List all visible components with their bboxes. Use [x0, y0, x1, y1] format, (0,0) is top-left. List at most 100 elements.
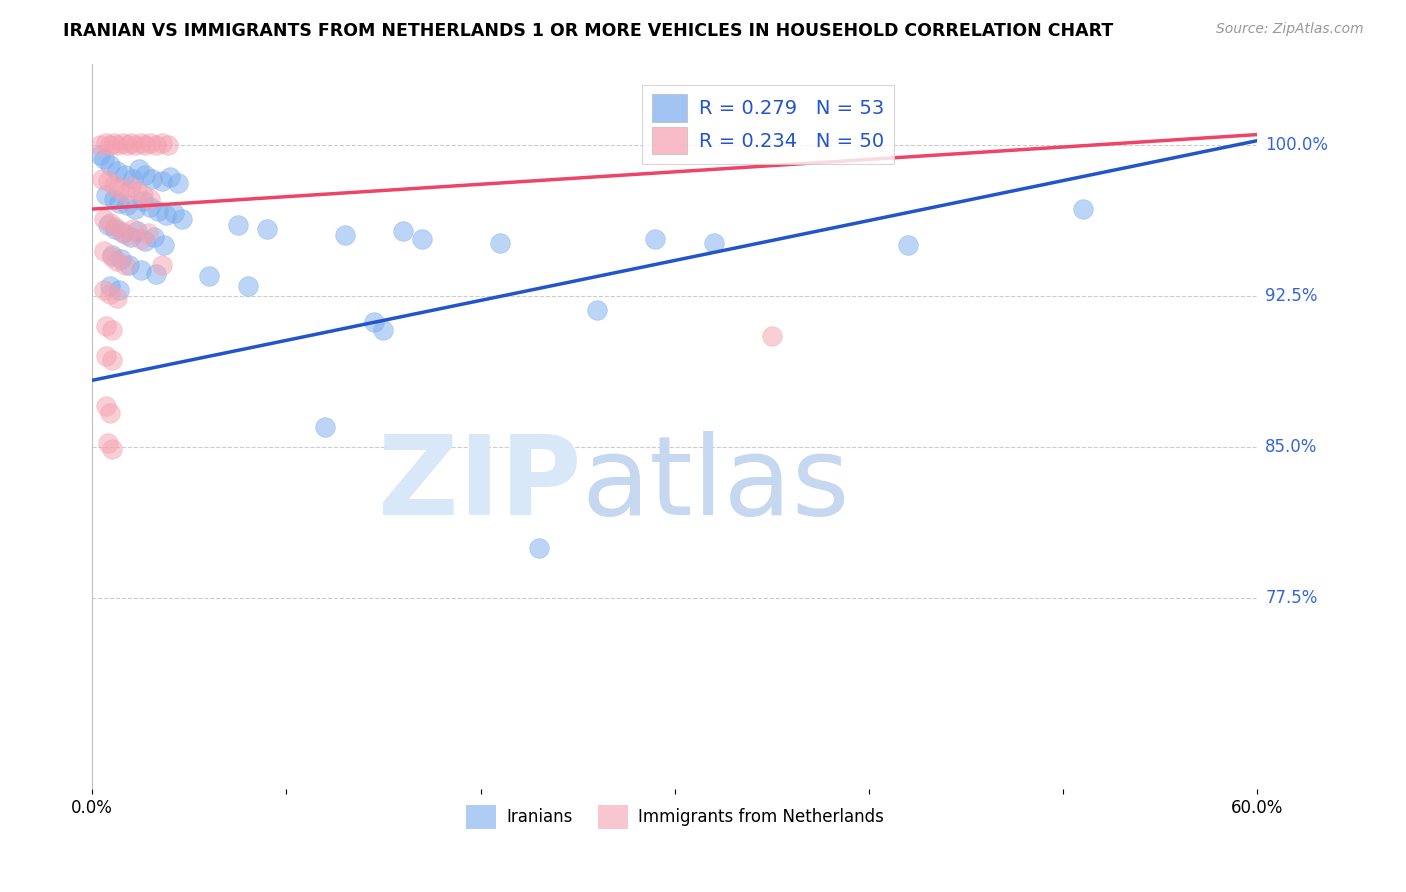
Point [363, 315, 385, 329]
Point [138, 227, 160, 241]
Point [897, 238, 920, 252]
Point [159, 169, 181, 184]
Point [392, 224, 415, 238]
Point [89, 147, 111, 161]
Point [125, 224, 148, 238]
Point [118, 259, 141, 273]
Point [256, 222, 278, 236]
Point [110, 224, 132, 238]
Point [150, 259, 173, 273]
Point [148, 204, 170, 219]
Point [115, 137, 138, 152]
Point [110, 252, 132, 267]
Point [93, 212, 115, 227]
Point [124, 137, 146, 152]
Point [134, 168, 156, 182]
Text: ZIP: ZIP [378, 431, 582, 538]
Point [489, 236, 512, 251]
Point [122, 222, 145, 236]
Point [170, 212, 193, 227]
Point [94, 349, 117, 363]
Point [114, 168, 136, 182]
Point [166, 176, 188, 190]
Point [94, 400, 117, 414]
Point [100, 442, 122, 456]
Point [97, 435, 120, 450]
Text: atlas: atlas [582, 431, 851, 538]
Point [411, 232, 433, 246]
Text: 92.5%: 92.5% [1265, 286, 1317, 305]
Point [115, 198, 138, 212]
Point [145, 137, 167, 152]
Point [226, 218, 249, 232]
Point [108, 196, 131, 211]
Text: IRANIAN VS IMMIGRANTS FROM NETHERLANDS 1 OR MORE VEHICLES IN HOUSEHOLD CORRELATI: IRANIAN VS IMMIGRANTS FROM NETHERLANDS 1… [63, 22, 1114, 40]
Point [100, 248, 122, 262]
Point [98, 137, 121, 152]
Point [644, 232, 666, 246]
Point [114, 186, 136, 200]
Point [156, 137, 179, 152]
Point [94, 188, 117, 202]
Legend: Iranians, Immigrants from Netherlands: Iranians, Immigrants from Netherlands [460, 798, 890, 835]
Point [125, 184, 148, 198]
Point [103, 192, 125, 206]
Point [155, 208, 177, 222]
Point [115, 228, 138, 243]
Point [1071, 202, 1094, 216]
Point [134, 235, 156, 249]
Point [131, 188, 153, 202]
Point [150, 174, 173, 188]
Point [124, 202, 146, 216]
Point [120, 136, 142, 150]
Point [314, 419, 336, 434]
Point [150, 136, 173, 150]
Point [98, 405, 121, 419]
Point [94, 318, 117, 333]
Point [122, 172, 145, 186]
Point [153, 238, 176, 252]
Point [197, 268, 219, 283]
Point [97, 174, 120, 188]
Point [89, 137, 111, 152]
Point [103, 178, 125, 192]
Point [145, 267, 167, 281]
Point [98, 216, 121, 230]
Point [139, 200, 162, 214]
Point [134, 137, 156, 152]
Point [703, 236, 725, 251]
Point [100, 323, 122, 337]
Point [100, 353, 122, 368]
Point [100, 251, 122, 265]
Point [163, 206, 186, 220]
Point [103, 136, 125, 150]
Point [131, 194, 153, 208]
Text: Source: ZipAtlas.com: Source: ZipAtlas.com [1216, 22, 1364, 37]
Point [141, 172, 163, 186]
Point [98, 278, 121, 293]
Point [94, 136, 117, 150]
Text: 100.0%: 100.0% [1265, 136, 1329, 153]
Point [128, 161, 150, 176]
Point [107, 164, 129, 178]
Point [373, 323, 395, 337]
Point [120, 180, 142, 194]
Point [586, 302, 609, 317]
Point [129, 136, 152, 150]
Point [129, 262, 152, 277]
Point [107, 137, 129, 152]
Point [93, 152, 115, 166]
Point [90, 172, 112, 186]
Point [120, 230, 142, 244]
Point [93, 244, 115, 259]
Point [107, 254, 129, 268]
Point [97, 218, 120, 232]
Point [143, 230, 166, 244]
Point [112, 227, 135, 241]
Point [107, 291, 129, 305]
Point [108, 283, 131, 297]
Text: 77.5%: 77.5% [1265, 589, 1317, 607]
Point [139, 136, 162, 150]
Point [761, 329, 783, 343]
Point [108, 182, 131, 196]
